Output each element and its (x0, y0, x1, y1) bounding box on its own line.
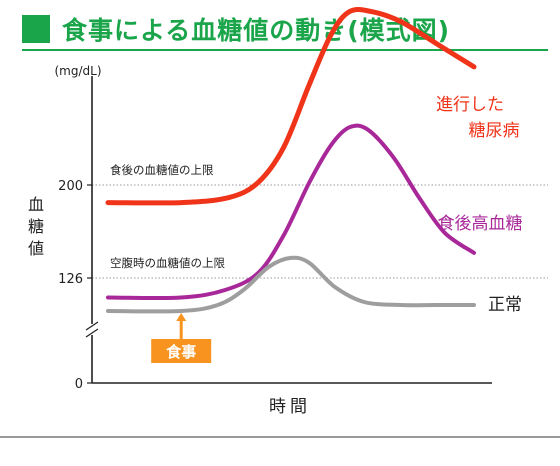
chart-title: 食事による血糖値の動き(模式図) (62, 16, 451, 45)
axis-break-mark (85, 328, 99, 338)
axis-break-mark (85, 321, 99, 331)
series-line-normal (106, 255, 476, 314)
meal-pointer-arrow (176, 313, 187, 321)
meal-badge (151, 339, 212, 363)
y-axis-label-char: 値 (28, 239, 44, 258)
bottom-divider (0, 436, 560, 438)
series-label-normal: 正常 (488, 295, 522, 315)
series-line-postprandial (106, 123, 476, 301)
meal-badge-label: 食事 (166, 343, 196, 361)
y-tick-label: 200 (58, 179, 83, 194)
y-tick-label: 0 (75, 377, 83, 392)
y-axis-unit: (mg/dL) (54, 64, 101, 78)
y-axis-label-char: 血 (28, 195, 44, 214)
x-axis-label: 時間 (269, 397, 311, 417)
y-axis-label-char: 糖 (28, 217, 44, 236)
axes: (mg/dL) 血糖値 時間 0 126 200 (28, 64, 492, 417)
chart-title-row: 食事による血糖値の動き(模式図) (22, 12, 450, 46)
axis-break-gap (86, 324, 98, 335)
meal-marker: 食事 (151, 313, 212, 363)
series-label-postprandial: 食後高血糖 (438, 214, 523, 234)
reference-line-label: 空腹時の血糖値の上限 (110, 256, 225, 270)
series-label-diabetes: 進行した糖尿病 (436, 95, 520, 141)
y-axis-label: 血糖値 (28, 195, 44, 258)
title-square-icon (22, 15, 50, 43)
series-lines (105, 6, 477, 314)
reference-line-label: 食後の血糖値の上限 (110, 163, 214, 177)
y-tick-label: 126 (58, 272, 83, 287)
title-underline (22, 49, 548, 51)
series-line-diabetes (105, 6, 477, 206)
